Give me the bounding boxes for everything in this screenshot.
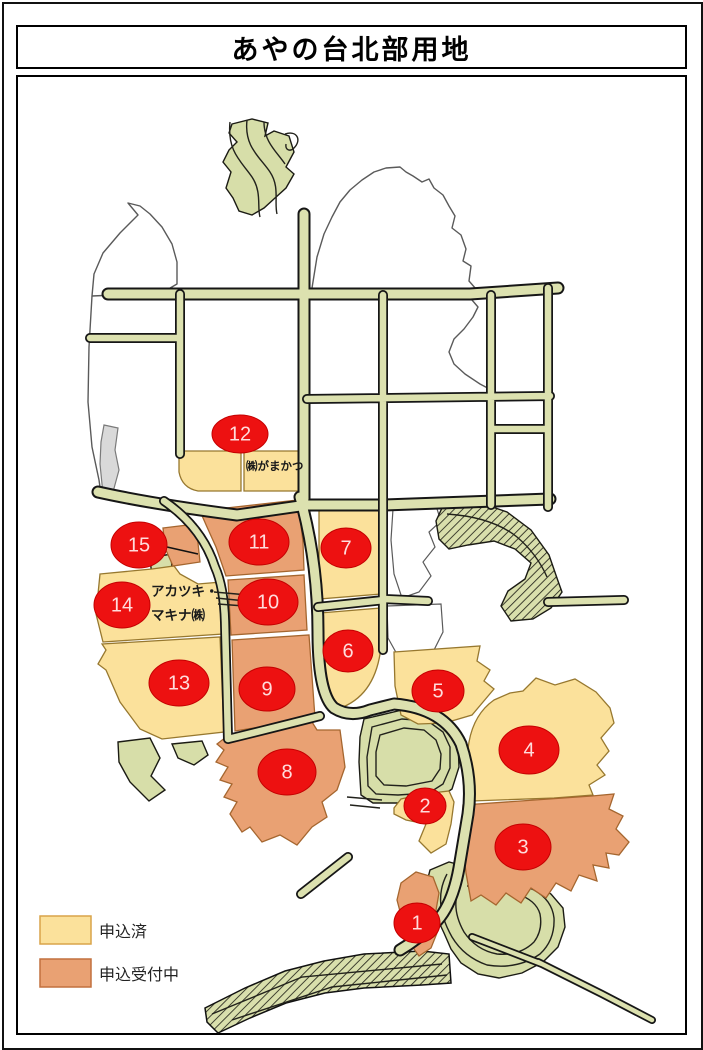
plot-marker-oval-5[interactable] [411, 669, 465, 713]
plot-region-12-left[interactable] [178, 450, 242, 492]
plot-marker-9[interactable]: 9 [238, 666, 296, 712]
plot-marker-6[interactable]: 6 [322, 629, 374, 673]
plot-marker-1[interactable]: 1 [393, 902, 441, 944]
site-boundary [87, 166, 537, 495]
right-slope [435, 500, 563, 622]
top-interchange-road-3 [263, 121, 286, 165]
plot-marker-7[interactable]: 7 [320, 527, 372, 569]
central-mound-ring-2 [375, 727, 442, 787]
plot-marker-number-2: 2 [419, 795, 430, 817]
akatsuki-label-line2: マキナ㈱ [151, 607, 205, 623]
plot-marker-oval-15[interactable] [110, 521, 168, 569]
terrain-features [117, 118, 566, 1034]
legend: 申込済 申込受付中 [39, 915, 179, 988]
plot-marker-oval-9[interactable] [238, 666, 296, 712]
green-patch-1 [117, 737, 167, 802]
plot-marker-number-8: 8 [281, 761, 292, 783]
plot-marker-oval-13[interactable] [148, 659, 210, 707]
plot-marker-2[interactable]: 2 [403, 787, 447, 825]
plot-marker-number-9: 9 [261, 678, 272, 700]
plot-marker-11[interactable]: 11 [228, 518, 290, 566]
plot-marker-number-4: 4 [523, 739, 534, 761]
plot-marker-oval-14[interactable] [93, 581, 151, 629]
main-roads [93, 209, 563, 955]
plot-marker-oval-7[interactable] [320, 527, 372, 569]
plot-marker-oval-1[interactable] [393, 902, 441, 944]
plot-marker-number-10: 10 [257, 591, 279, 613]
legend-label-accepting: 申込受付中 [99, 966, 179, 984]
plot-marker-3[interactable]: 3 [494, 823, 552, 871]
plot-marker-oval-2[interactable] [403, 787, 447, 825]
plot-marker-oval-6[interactable] [322, 629, 374, 673]
top-interchange-road-2 [245, 119, 278, 215]
plot-marker-14[interactable]: 14 [93, 581, 151, 629]
title-box: あやの台北部用地 [16, 25, 687, 69]
map-area: ㈱がまかつ アカツキ・ マキナ㈱ 1 2 3 4 5 6 7 8 9 10 11 12 13 14 15 申… [16, 75, 687, 1035]
minor-roads [469, 934, 655, 1023]
central-mound-base-lines [346, 796, 383, 809]
plot-marker-number-6: 6 [342, 640, 353, 662]
bottom-road-band-lines [211, 963, 448, 1021]
road-network [85, 207, 656, 1024]
boundary-top-bulge [311, 166, 537, 399]
map-annotations: ㈱がまかつ アカツキ・ マキナ㈱ [151, 459, 304, 623]
white-plot-a [390, 505, 442, 599]
legend-swatch-applied [39, 915, 92, 945]
plot-marker-4[interactable]: 4 [498, 725, 560, 775]
top-interchange-hook [284, 132, 299, 151]
top-interchange-road-1 [228, 121, 261, 218]
gray-parcel [99, 424, 120, 495]
bottom-road-band [204, 950, 452, 1034]
plot-marker-oval-8[interactable] [257, 748, 317, 796]
plot-marker-8[interactable]: 8 [257, 748, 317, 796]
plot-marker-oval-12[interactable] [211, 414, 269, 454]
plot-marker-number-14: 14 [111, 594, 133, 616]
right-slope-contour [446, 513, 548, 578]
secondary-roads [86, 284, 628, 898]
plot-marker-oval-4[interactable] [498, 725, 560, 775]
plot-marker-number-11: 11 [249, 531, 270, 553]
plot-marker-5[interactable]: 5 [411, 669, 465, 713]
plot-marker-number-1: 1 [411, 912, 422, 934]
plot-marker-number-15: 15 [128, 534, 150, 556]
legend-swatch-accepting [39, 958, 92, 988]
plot-marker-number-7: 7 [340, 537, 351, 559]
white-plot-b [386, 603, 444, 657]
plot-marker-12[interactable]: 12 [211, 414, 269, 454]
akatsuki-label-line1: アカツキ・ [151, 584, 219, 599]
green-patch-2 [170, 740, 209, 766]
white-plots [386, 505, 444, 657]
plot-marker-number-3: 3 [517, 836, 528, 858]
plot-marker-13[interactable]: 13 [148, 659, 210, 707]
legend-label-applied: 申込済 [99, 923, 147, 941]
plot-15-leader-line [166, 546, 199, 555]
gamakatsu-label: ㈱がまかつ [246, 459, 304, 473]
boundary-topleft-blob [91, 202, 178, 297]
page-title: あやの台北部用地 [231, 34, 472, 65]
plot-marker-10[interactable]: 10 [237, 578, 299, 626]
plot-marker-oval-11[interactable] [228, 518, 290, 566]
plot-marker-number-13: 13 [168, 672, 190, 694]
plot-marker-15[interactable]: 15 [110, 521, 168, 569]
plot-marker-number-5: 5 [432, 680, 443, 702]
plot-marker-oval-10[interactable] [237, 578, 299, 626]
plot-marker-oval-3[interactable] [494, 823, 552, 871]
boundary-left-edge [87, 295, 102, 495]
plot-marker-number-12: 12 [229, 423, 251, 445]
